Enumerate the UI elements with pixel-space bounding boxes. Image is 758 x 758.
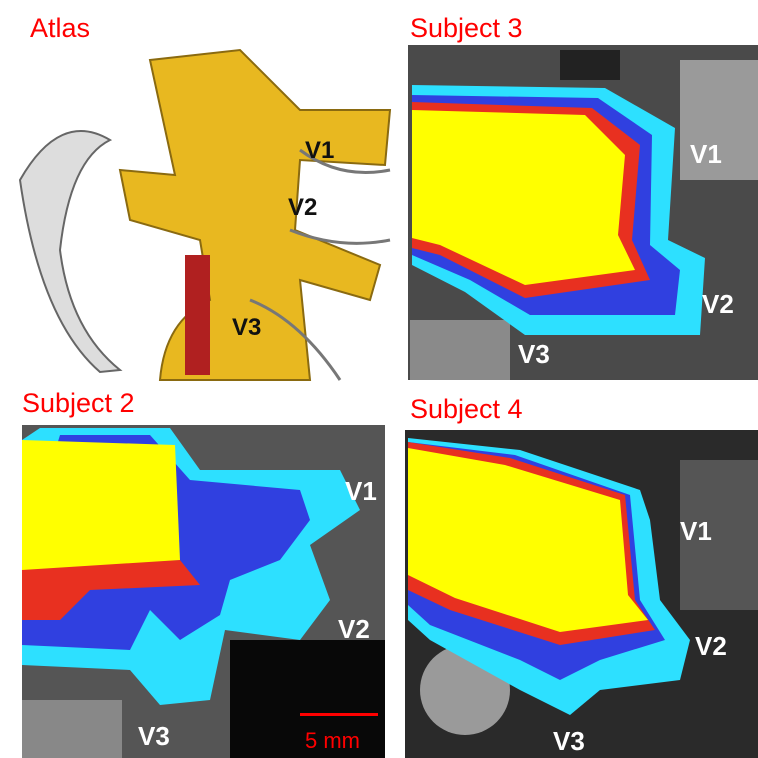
nerve-label: V2	[288, 194, 317, 221]
panel-title: Subject 2	[22, 388, 135, 418]
nerve-label: V1	[680, 516, 712, 546]
overlay-yellow	[22, 440, 180, 570]
atlas-panel: Atlas V1 V2 V3	[10, 13, 390, 380]
scale-label: 5 mm	[305, 728, 360, 753]
figure: Atlas V1 V2 V3 Subject 3 V1 V2 V3 Subjec…	[0, 0, 758, 758]
subject2-panel: Subject 2 V1 V2 V3 5 mm	[22, 388, 385, 758]
scale-bar	[300, 713, 378, 716]
nerve-label: V3	[553, 726, 585, 756]
nerve-label: V3	[518, 339, 550, 369]
nerve-label: V1	[305, 137, 334, 164]
panel-title: Atlas	[30, 13, 90, 43]
nerve-label: V2	[702, 289, 734, 319]
nerve-label: V2	[695, 631, 727, 661]
mri-tissue	[22, 700, 122, 758]
mri-tissue	[410, 320, 510, 380]
panel-title: Subject 4	[410, 394, 523, 424]
panel-title: Subject 3	[410, 13, 523, 43]
nerve-label: V3	[232, 314, 261, 341]
subject4-panel: Subject 4 V1 V2 V3	[405, 394, 758, 758]
mri-tissue	[560, 50, 620, 80]
atlas-artery	[185, 255, 210, 375]
nerve-label: V3	[138, 721, 170, 751]
subject3-panel: Subject 3 V1 V2 V3	[408, 13, 758, 380]
page: Atlas V1 V2 V3 Subject 3 V1 V2 V3 Subjec…	[0, 0, 758, 758]
nerve-label: V2	[338, 614, 370, 644]
nerve-label: V1	[345, 476, 377, 506]
nerve-label: V1	[690, 139, 722, 169]
